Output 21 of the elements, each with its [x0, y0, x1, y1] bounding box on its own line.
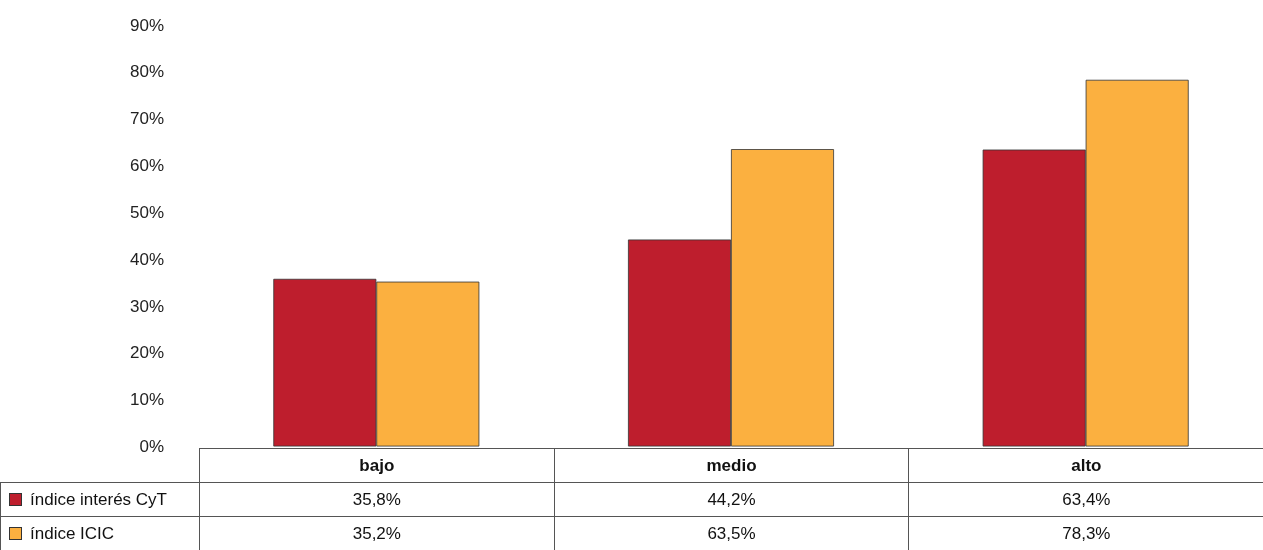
y-tick-label: 20% — [129, 343, 164, 363]
x-tick-label: medio — [554, 448, 909, 483]
y-tick-label: 30% — [129, 296, 164, 316]
data-label: 63,4% — [908, 482, 1263, 517]
legend-label: índice ICIC — [0, 516, 200, 550]
x-tick-label: alto — [908, 448, 1263, 483]
y-tick-label: 90% — [129, 15, 164, 35]
data-label: 63,5% — [554, 516, 909, 550]
data-label: 35,8% — [199, 482, 555, 517]
data-label: 78,3% — [908, 516, 1263, 550]
y-tick-label: 80% — [129, 62, 164, 82]
y-tick-label: 60% — [129, 156, 164, 175]
data-label: 35,2% — [199, 516, 555, 550]
y-tick-label: 50% — [129, 202, 164, 222]
y-tick-label: 0% — [139, 437, 164, 456]
legend-label: índice interés CyT — [0, 482, 200, 517]
data-label: 44,2% — [554, 482, 909, 517]
x-tick-label: bajo — [199, 448, 555, 483]
y-tick-label: 40% — [129, 249, 164, 269]
y-tick-label: 70% — [129, 109, 164, 129]
y-tick-label: 10% — [129, 390, 164, 410]
